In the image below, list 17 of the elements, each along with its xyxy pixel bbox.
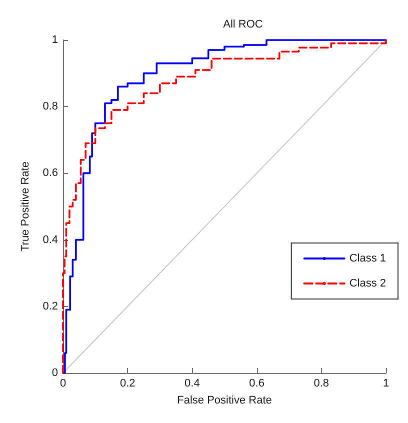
y-tick-label: 0.8 (42, 100, 58, 113)
x-tick-label: 0.4 (184, 378, 200, 390)
chart-title: All ROC (223, 18, 263, 30)
x-tick-label: 0.2 (120, 378, 136, 390)
y-tick-label: 0.2 (42, 300, 58, 312)
x-tick-label: 0 (60, 378, 66, 390)
y-tick-label: 1 (52, 34, 58, 46)
y-tick-label: 0.6 (42, 167, 58, 180)
x-tick-label: 0.8 (314, 378, 330, 390)
y-axis-title: True Positive Rate (20, 161, 32, 252)
x-tick-label: 1 (382, 378, 390, 390)
legend-label: Class 2 (349, 278, 386, 290)
y-tick-label: 0.4 (42, 234, 58, 246)
x-axis-title: False Positive Rate (177, 394, 272, 406)
y-tick-label: 0 (52, 367, 58, 379)
x-tick-label: 0.6 (249, 378, 264, 390)
legend-label: Class 1 (349, 252, 386, 264)
